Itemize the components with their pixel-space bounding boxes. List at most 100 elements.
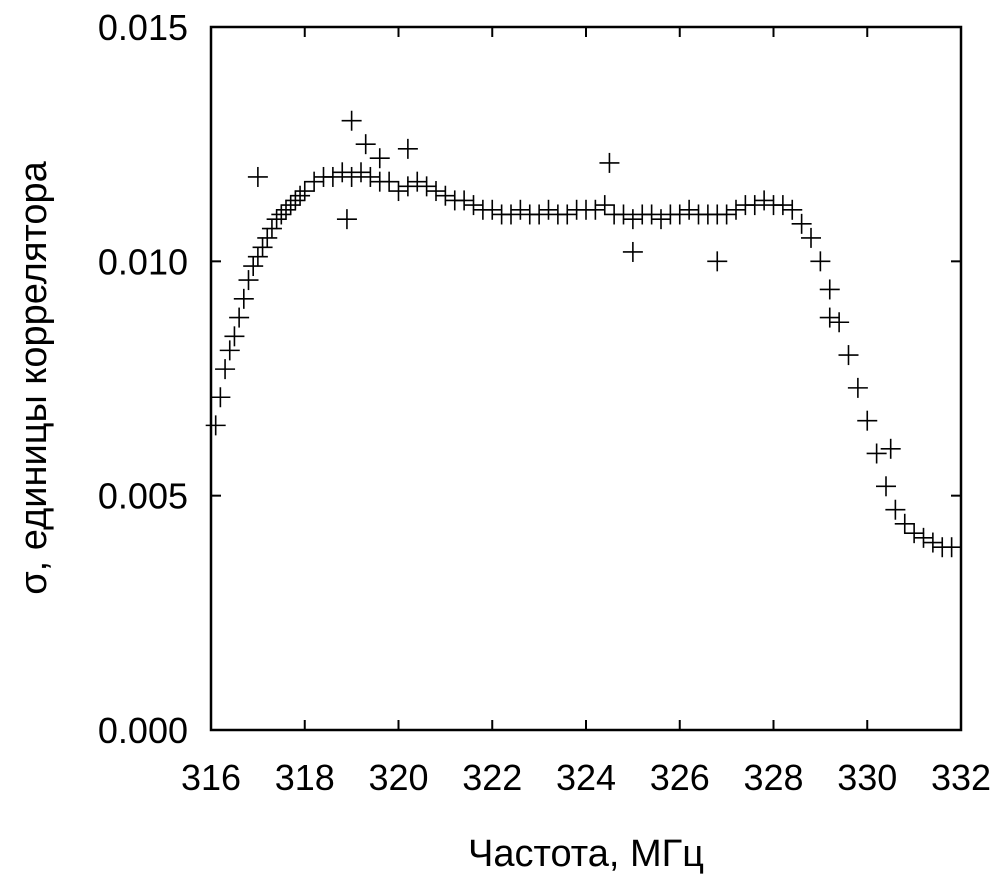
data-point bbox=[322, 166, 343, 187]
data-point bbox=[243, 256, 264, 277]
data-point bbox=[679, 199, 700, 220]
x-tick-label: 324 bbox=[556, 757, 616, 798]
data-point bbox=[557, 204, 578, 225]
data-point bbox=[801, 227, 821, 248]
data-point bbox=[463, 195, 484, 216]
axis-ticks bbox=[210, 26, 962, 731]
data-point bbox=[651, 209, 671, 230]
data-point bbox=[388, 181, 409, 202]
data-point bbox=[847, 377, 868, 398]
data-point bbox=[454, 190, 475, 211]
data-point bbox=[904, 523, 925, 544]
data-point bbox=[397, 176, 418, 197]
x-axis-label: Частота, МГц bbox=[468, 833, 704, 875]
data-point bbox=[233, 288, 254, 309]
data-point bbox=[351, 162, 371, 183]
data-point bbox=[261, 218, 282, 239]
data-point bbox=[819, 307, 840, 328]
data-point bbox=[613, 204, 634, 225]
data-point bbox=[205, 415, 226, 436]
plot-frame bbox=[209, 25, 963, 732]
data-point bbox=[941, 537, 962, 558]
x-tick-label: 328 bbox=[743, 757, 803, 798]
data-point bbox=[716, 204, 737, 225]
data-point bbox=[829, 312, 850, 333]
data-point bbox=[791, 213, 812, 234]
data-point bbox=[341, 166, 362, 187]
data-point bbox=[641, 204, 662, 225]
data-point bbox=[894, 513, 915, 534]
data-point bbox=[276, 199, 296, 220]
data-point bbox=[599, 152, 620, 173]
y-tick-label: 0.005 bbox=[98, 476, 188, 517]
data-point bbox=[876, 476, 896, 497]
data-point bbox=[435, 185, 456, 206]
data-point bbox=[229, 307, 250, 328]
data-point bbox=[669, 204, 690, 225]
data-point bbox=[280, 195, 301, 216]
x-tick-label: 330 bbox=[837, 757, 897, 798]
data-point bbox=[238, 270, 259, 291]
data-points bbox=[205, 110, 962, 558]
data-point bbox=[585, 199, 606, 220]
x-tick-label: 322 bbox=[462, 757, 522, 798]
x-tick-labels: 316 318 320 322 324 326 328 330 332 bbox=[181, 757, 991, 798]
x-tick-label: 320 bbox=[368, 757, 428, 798]
data-point bbox=[247, 246, 268, 267]
data-point bbox=[782, 199, 803, 220]
data-point bbox=[252, 237, 273, 258]
data-point bbox=[482, 199, 503, 220]
data-point bbox=[594, 195, 615, 216]
data-point bbox=[857, 410, 878, 431]
data-point bbox=[866, 443, 887, 464]
data-point bbox=[210, 387, 231, 408]
x-tick-label: 332 bbox=[931, 757, 991, 798]
data-point bbox=[224, 326, 245, 347]
data-point bbox=[266, 209, 287, 230]
x-tick-label: 326 bbox=[650, 757, 710, 798]
data-point bbox=[501, 204, 521, 225]
data-point bbox=[819, 279, 840, 300]
data-point bbox=[360, 166, 381, 187]
data-point bbox=[336, 209, 357, 230]
data-point bbox=[529, 204, 550, 225]
data-point bbox=[772, 195, 793, 216]
y-tick-labels: 0.000 0.005 0.010 0.015 bbox=[98, 7, 188, 751]
data-point bbox=[341, 110, 362, 131]
data-point bbox=[304, 171, 325, 192]
data-point bbox=[754, 190, 775, 211]
data-point bbox=[913, 527, 934, 548]
x-tick-label: 318 bbox=[275, 757, 335, 798]
data-point bbox=[215, 359, 236, 380]
data-point bbox=[538, 199, 559, 220]
data-point bbox=[379, 171, 400, 192]
data-point bbox=[726, 199, 746, 220]
data-point bbox=[707, 251, 728, 272]
data-point bbox=[397, 138, 418, 159]
data-point bbox=[369, 148, 390, 169]
y-axis-label: σ, единицы коррелятора bbox=[13, 160, 55, 594]
data-point bbox=[426, 181, 446, 202]
data-point bbox=[271, 204, 292, 225]
data-point bbox=[838, 345, 859, 366]
data-point bbox=[332, 162, 353, 183]
data-point bbox=[257, 227, 278, 248]
data-point bbox=[219, 340, 240, 361]
data-point bbox=[290, 185, 311, 206]
x-tick-label: 316 bbox=[181, 757, 241, 798]
y-tick-label: 0.015 bbox=[98, 7, 188, 48]
data-point bbox=[810, 251, 831, 272]
data-point bbox=[744, 195, 765, 216]
data-point bbox=[247, 166, 268, 187]
data-point bbox=[922, 532, 943, 553]
data-point bbox=[510, 199, 531, 220]
y-tick-label: 0.000 bbox=[98, 710, 188, 751]
data-point bbox=[885, 499, 906, 520]
data-point bbox=[355, 134, 376, 155]
data-point bbox=[294, 181, 315, 202]
data-point bbox=[285, 190, 306, 211]
data-point bbox=[622, 209, 643, 230]
data-point bbox=[622, 241, 643, 262]
data-point bbox=[416, 176, 437, 197]
